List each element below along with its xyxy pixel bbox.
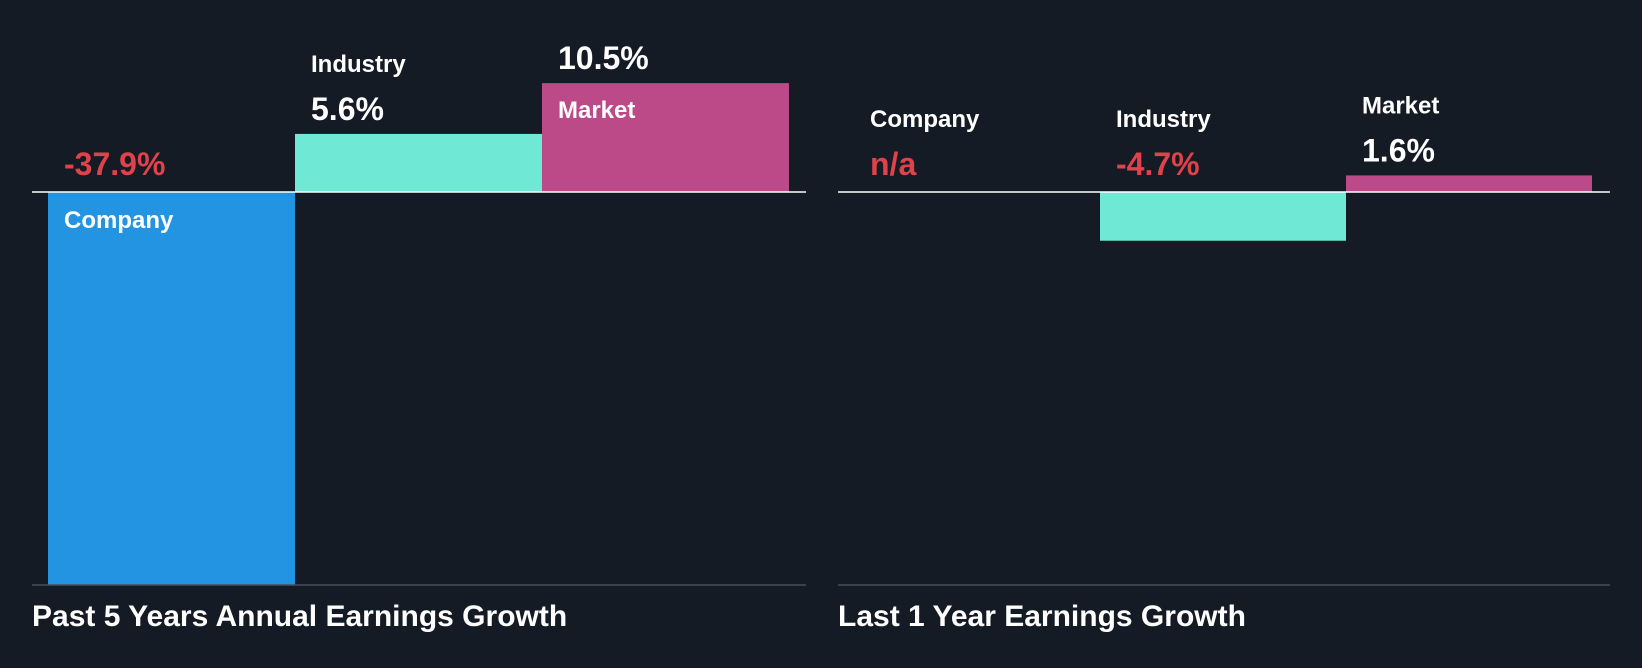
last-1-year-chart: Company n/a Industry -4.7% Market 1.6% Last 1 … xyxy=(838,92,1610,633)
market-value-label: 1.6% xyxy=(1362,132,1435,168)
company-value-label: -37.9% xyxy=(64,146,165,182)
market-category-label: Market xyxy=(558,97,635,124)
market-bar xyxy=(542,83,789,192)
company-category-label: Company xyxy=(64,207,174,234)
company-value-label: n/a xyxy=(870,146,916,182)
past-5-years-chart: Company -37.9% Industry 5.6% Market 10.5% Past… xyxy=(32,40,806,633)
company-category-label: Company xyxy=(870,106,980,133)
market-category-label: Market xyxy=(1362,92,1439,119)
industry-category-label: Industry xyxy=(311,51,406,78)
industry-category-label: Industry xyxy=(1116,106,1211,133)
chart-title: Last 1 Year Earnings Growth xyxy=(838,600,1246,633)
market-value-label: 10.5% xyxy=(558,40,649,76)
industry-value-label: 5.6% xyxy=(311,91,384,127)
chart-title: Past 5 Years Annual Earnings Growth xyxy=(32,600,567,633)
industry-value-label: -4.7% xyxy=(1116,146,1200,182)
industry-bar xyxy=(1100,192,1346,241)
company-bar xyxy=(48,192,295,585)
market-bar xyxy=(1346,175,1592,192)
industry-bar xyxy=(295,133,542,192)
